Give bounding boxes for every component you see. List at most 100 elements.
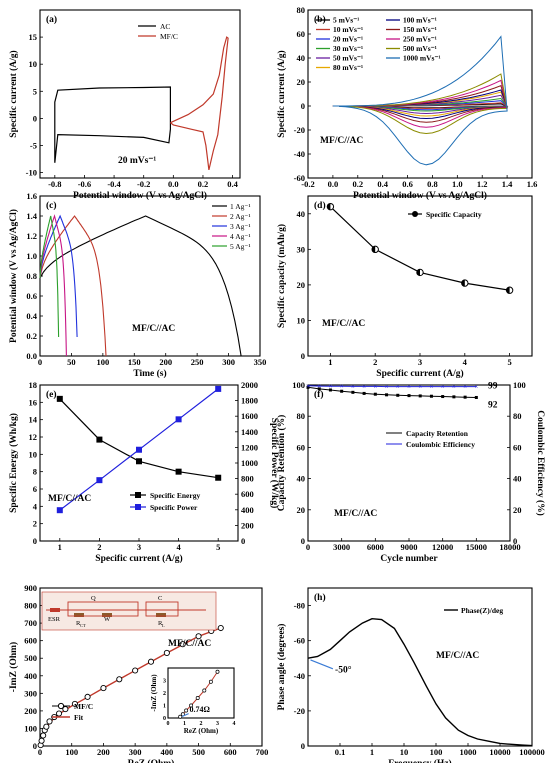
y2-tick-label: 1800 <box>241 396 258 406</box>
nyquist-point <box>116 676 123 683</box>
inset-xlabel: ReZ (Ohm) <box>184 727 219 735</box>
capacity-line <box>329 206 510 291</box>
legend-entry: 4 Ag⁻¹ <box>230 232 251 241</box>
legend-entry: MF/C <box>74 702 93 711</box>
x-tick-label: 0.4 <box>227 179 238 189</box>
series-mfc <box>170 36 229 171</box>
x-tick-label: 4 <box>176 542 181 552</box>
y-tick-label: 700 <box>24 618 37 628</box>
circuit-box <box>41 591 217 631</box>
x-tick-label: 1.4 <box>502 179 513 189</box>
power-point <box>136 446 142 453</box>
ce-point: × <box>407 383 411 391</box>
x-axis-label: Specific current (A/g) <box>95 553 182 564</box>
x-tick-label: 15000 <box>466 542 487 552</box>
nyquist-point <box>55 710 63 717</box>
x-tick-label: 100000 <box>519 747 545 757</box>
x-tick-label: -0.4 <box>107 179 121 189</box>
x-tick-label: -0.2 <box>301 179 314 189</box>
y-tick-label: 6 <box>33 484 37 494</box>
y-tick-label: 200 <box>24 706 37 716</box>
legend-entry: AC <box>160 22 170 31</box>
y-axis-label: Specific current (A/g) <box>8 50 19 137</box>
nyquist-point <box>217 624 224 632</box>
callout: -50° <box>335 664 352 675</box>
gcd-curve <box>39 215 242 357</box>
legend-entry: 5 Ag⁻¹ <box>230 242 251 251</box>
circuit-subscript: L <box>162 623 165 628</box>
annotation: MF/C//AC <box>48 494 91 504</box>
y-tick-label: 2 <box>33 519 37 529</box>
retention-point <box>340 389 344 393</box>
legend-entry: 80 mVs⁻¹ <box>333 63 363 72</box>
plot-frame <box>39 587 263 747</box>
legend-entry: 150 mVs⁻¹ <box>403 25 437 34</box>
panel-f: 0 3000 6000 9000 12000 15000 18000020406080100… <box>276 380 546 564</box>
energy-point <box>136 458 142 465</box>
legend-entry: Capacity Retention <box>406 429 469 438</box>
x-tick-label: 0.1 <box>335 747 346 757</box>
ce-point: × <box>396 383 400 391</box>
value-label: 99 <box>488 382 498 392</box>
y2-tick-label: 80 <box>513 411 522 421</box>
annotation: MF/C//AC <box>322 319 365 329</box>
panel-h: 0.1 1 10 100 1000 10000 100000 0 -20 -40 -60 -80 Fre… <box>276 587 545 763</box>
power-point <box>96 477 103 484</box>
y-tick-label: 15 <box>29 32 38 42</box>
y-tick-label: 300 <box>24 688 37 698</box>
panel-c: 0 50 100 150 200 250 300 350 0.0 0.2 0.4 0.6 0.8 1.0 1… <box>8 191 266 379</box>
legend-entry: 500 mVs⁻¹ <box>403 44 437 53</box>
panel-letter: (h) <box>314 592 326 603</box>
panel-a: -0.8 -0.6 -0.4 -0.2 0.0 0.2 0.4-10-5051015Pote… <box>8 9 241 201</box>
legend-entry: 20 mVs⁻¹ <box>333 35 363 44</box>
gcd-curve <box>39 215 60 338</box>
cv-curve <box>332 73 508 135</box>
annotation: MF/C//AC <box>132 324 175 334</box>
y-tick-label: 400 <box>24 671 37 681</box>
inset-arrow <box>181 713 189 717</box>
energy-line <box>59 398 219 479</box>
legend-entry: Specific Power <box>150 503 198 512</box>
cv-curve <box>332 35 508 166</box>
ce-point: × <box>328 383 332 391</box>
y-tick-label: 800 <box>24 601 37 611</box>
annotation: MF/C//AC <box>436 651 479 661</box>
y-tick-label: 100 <box>292 380 305 390</box>
nyquist-point <box>84 693 91 700</box>
inset-point <box>189 703 194 708</box>
x-tick-label: 1 <box>328 357 332 367</box>
nyquist-point <box>132 667 139 674</box>
retention-point <box>407 394 411 398</box>
y-tick-label: 16 <box>29 397 38 407</box>
callout-arrow <box>310 659 334 670</box>
retention-point <box>463 395 467 399</box>
retention-point <box>351 390 355 394</box>
data-point-half <box>327 203 331 210</box>
legend-entry: 1 Ag⁻¹ <box>230 202 251 211</box>
y-axis-label: Specific Energy (Wh/kg) <box>8 413 19 513</box>
x-tick-label: 2 <box>97 542 101 552</box>
legend-entry: 5 mVs⁻¹ <box>333 16 359 25</box>
energy-point <box>215 474 222 481</box>
x-tick-label: 200 <box>97 747 110 757</box>
nyquist-point <box>46 718 53 725</box>
circuit-label: R <box>76 620 81 627</box>
legend-entry: 10 mVs⁻¹ <box>333 25 363 34</box>
annotation: MF/C//AC <box>168 639 211 649</box>
x-tick-label: 350 <box>254 357 267 367</box>
ce-point: × <box>418 383 422 391</box>
x-tick-label: 2 <box>373 357 377 367</box>
circuit-label: R <box>158 620 163 627</box>
legend-entry: 50 mVs⁻¹ <box>333 54 363 63</box>
panel-letter: (d) <box>314 200 326 211</box>
circuit-label: W <box>104 616 111 623</box>
y-tick-label: 20 <box>297 77 306 87</box>
power-point <box>215 385 222 392</box>
legend-entry: Fit <box>74 713 84 722</box>
legend-entry: Specific Capacity <box>426 210 482 219</box>
y2-axis-label: Specific Power (W/kg) <box>269 418 280 509</box>
circuit-label: C <box>158 595 162 602</box>
inset-y-tick: 2 <box>163 691 166 697</box>
